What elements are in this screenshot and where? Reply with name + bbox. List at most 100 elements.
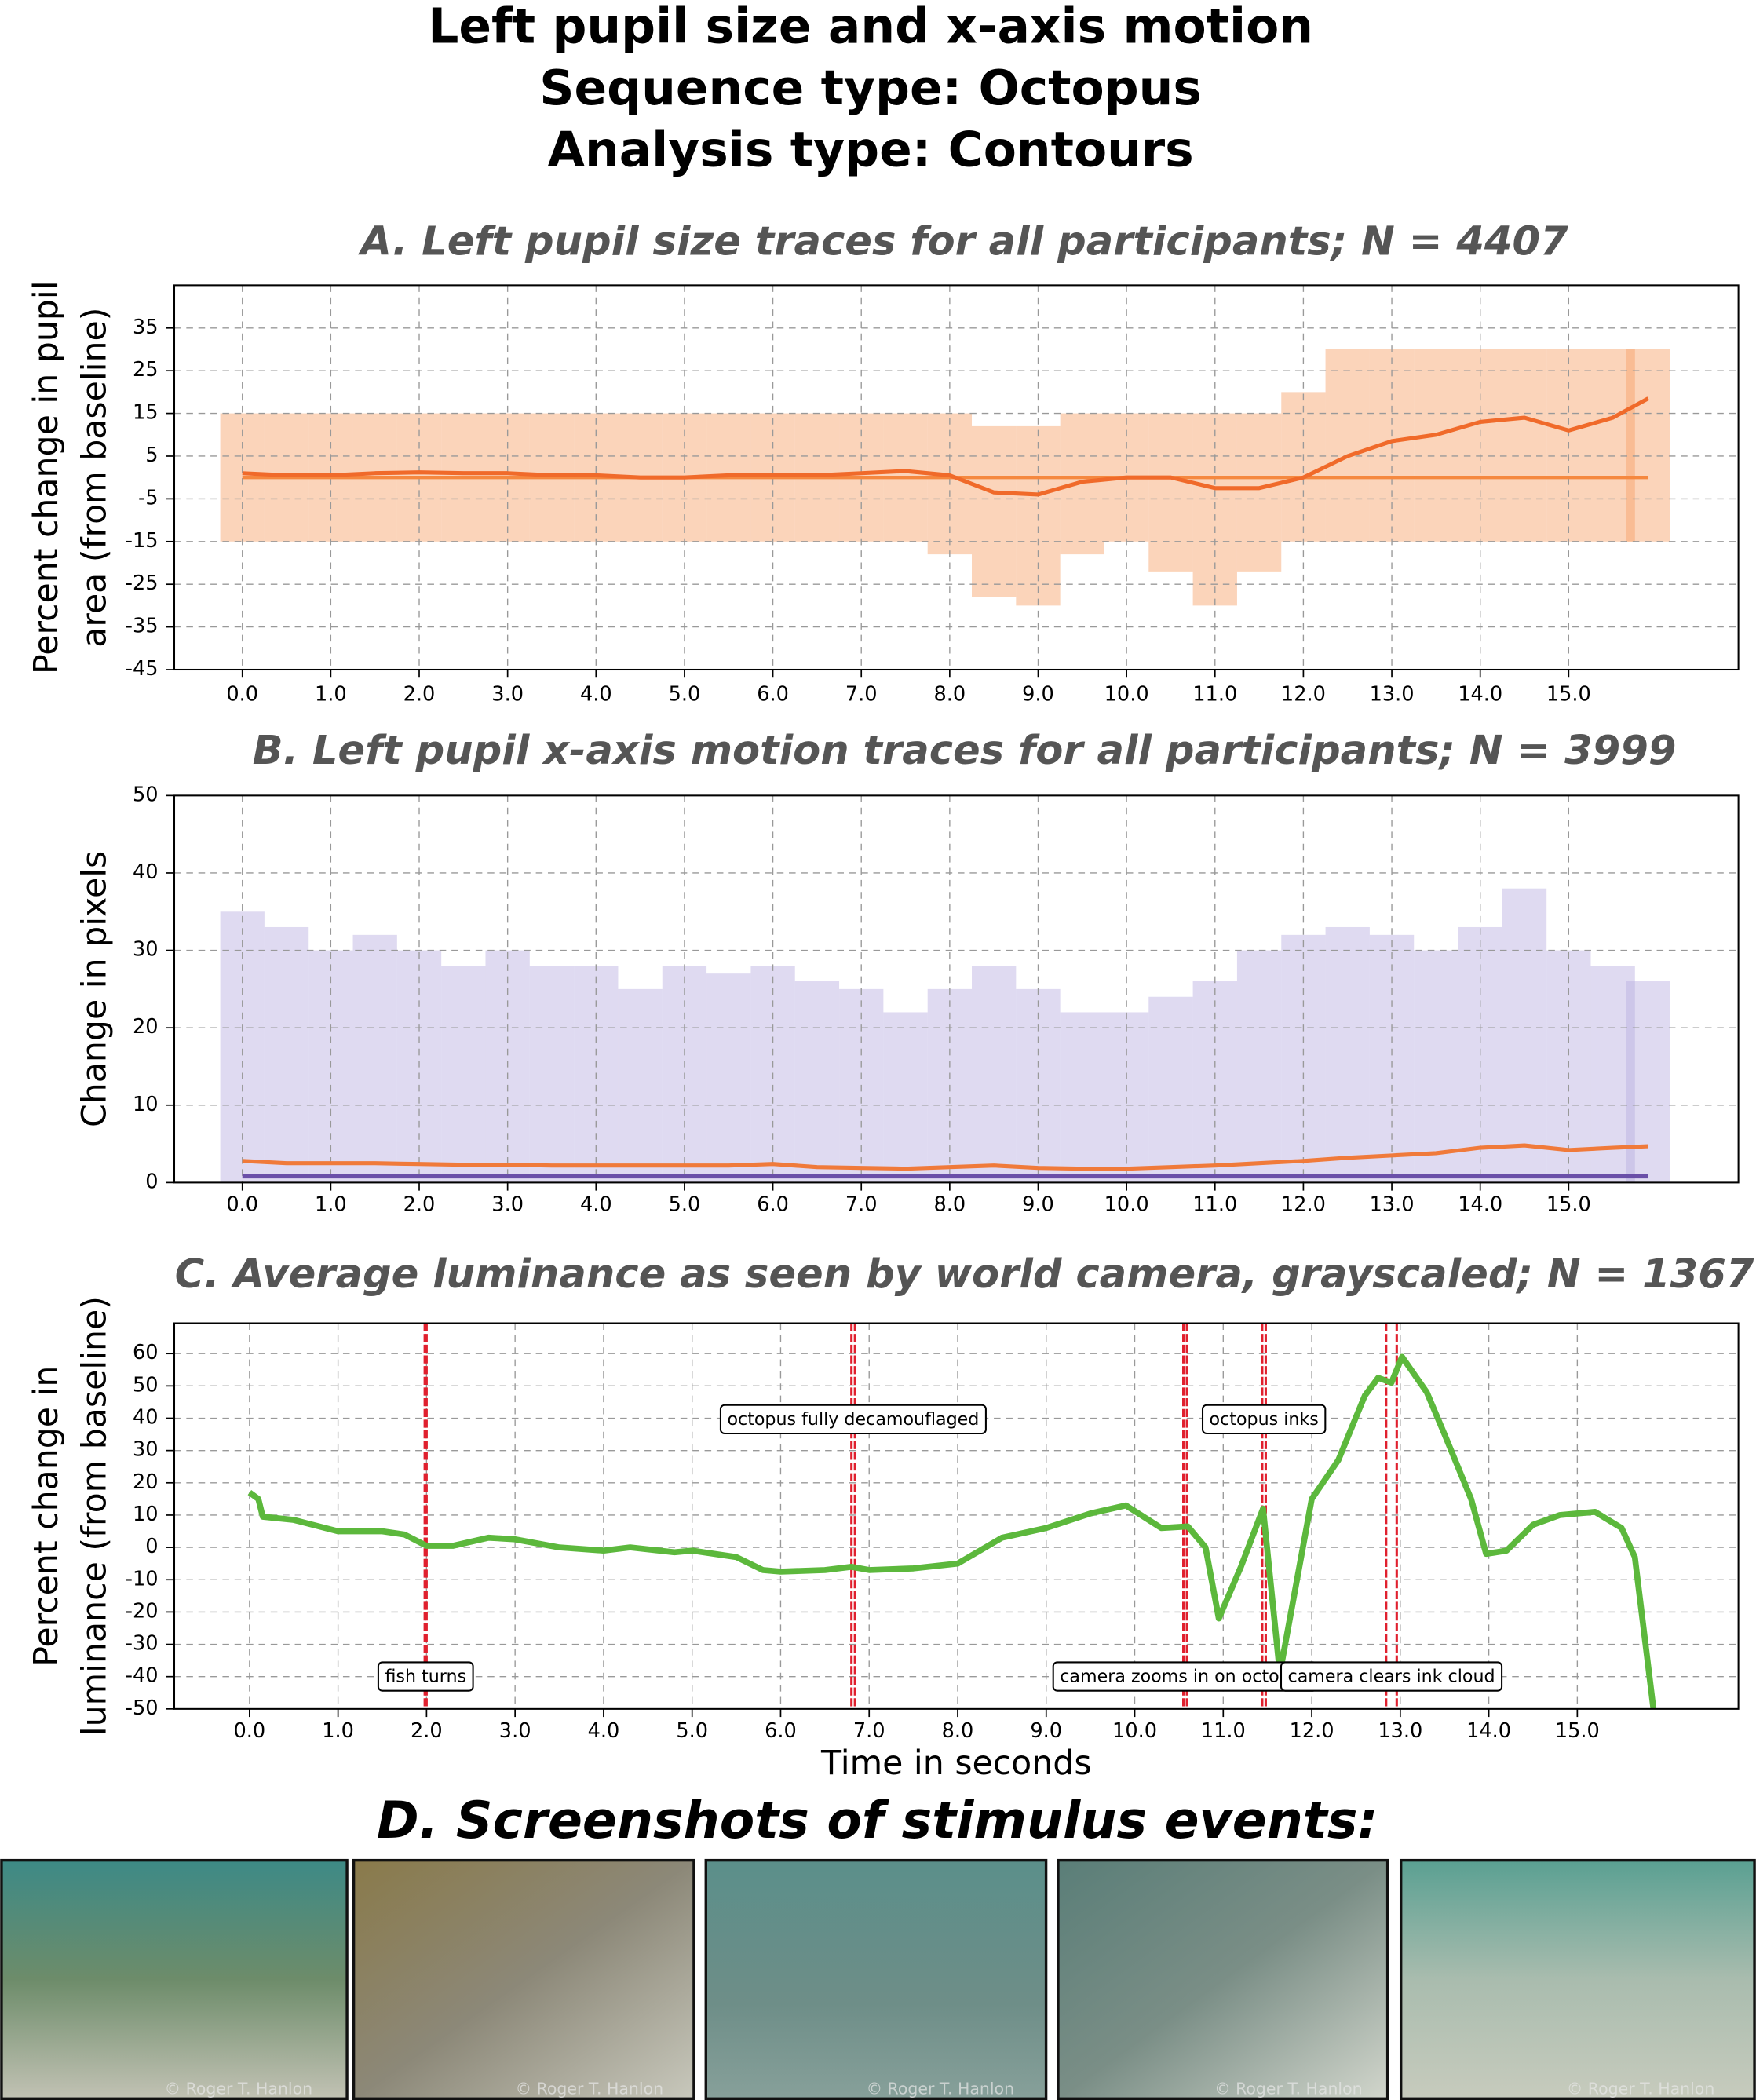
- data-line: [247, 1353, 1657, 1709]
- annotation: fish turns: [385, 1667, 466, 1687]
- data-line: [242, 396, 1649, 497]
- watermark: © Roger T. Hanlon: [1567, 2079, 1714, 2098]
- x-tick-label: 14.0: [1458, 682, 1502, 706]
- main-title: Sequence type: Octopus: [539, 60, 1202, 116]
- y-tick-label: 0: [145, 1535, 158, 1558]
- spread-band: [1236, 413, 1282, 572]
- x-tick-label: 12.0: [1281, 682, 1326, 706]
- spread-band: [352, 934, 397, 1183]
- x-tick-label: 4.0: [588, 1719, 620, 1743]
- y-tick-label: 40: [133, 1406, 159, 1430]
- spread-band: [618, 988, 663, 1183]
- screenshot: [704, 1858, 1048, 2100]
- x-tick-label: 5.0: [676, 1719, 708, 1743]
- chart-title: C. Average luminance as seen by world ca…: [175, 1251, 1754, 1298]
- spread-band: [1148, 413, 1193, 572]
- x-tick-label: 3.0: [499, 1719, 531, 1743]
- x-tick-label: 10.0: [1104, 682, 1149, 706]
- spread-band: [1325, 926, 1370, 1183]
- x-tick-label: 6.0: [757, 1192, 789, 1216]
- x-tick-label: 1.0: [315, 682, 347, 706]
- y-tick-label: 50: [133, 1373, 159, 1397]
- axes-frame: [173, 1322, 1740, 1710]
- x-tick-label: 9.0: [1022, 682, 1054, 706]
- y-tick-label: 10: [133, 1503, 159, 1526]
- x-tick-label: 2.0: [403, 1192, 436, 1216]
- y-axis-label: Change in pixels: [75, 851, 115, 1127]
- spread-band: [972, 425, 1017, 597]
- y-tick-label: 15: [133, 401, 159, 425]
- x-tick-label: 6.0: [757, 682, 789, 706]
- x-tick-label: 10.0: [1112, 1719, 1157, 1743]
- y-tick-label: 20: [133, 1015, 159, 1039]
- y-tick-label: -5: [138, 486, 159, 509]
- spread-band: [1502, 349, 1547, 542]
- y-tick-label: 30: [133, 938, 159, 962]
- spread-band: [1502, 888, 1547, 1183]
- y-tick-label: 30: [133, 1438, 159, 1462]
- y-tick-label: -50: [126, 1696, 159, 1720]
- x-tick-label: 8.0: [934, 1192, 966, 1216]
- y-axis-label: luminance (from baseline): [75, 1296, 115, 1736]
- annotation: octopus inks: [1210, 1409, 1319, 1430]
- x-tick-label: 8.0: [942, 1719, 974, 1743]
- spread-band: [1414, 950, 1458, 1183]
- x-tick-label: 15.0: [1546, 682, 1591, 706]
- screenshot: [1057, 1858, 1389, 2100]
- y-tick-label: -10: [126, 1567, 159, 1591]
- x-axis-label: Time in seconds: [820, 1744, 1092, 1783]
- y-tick-label: -40: [126, 1664, 159, 1688]
- x-tick-label: 3.0: [491, 682, 524, 706]
- chart-title: A. Left pupil size traces for all partic…: [357, 218, 1568, 265]
- y-tick-label: -25: [126, 572, 159, 595]
- plot-area: [173, 1323, 1739, 1709]
- section-title: D. Screenshots of stimulus events:: [377, 1791, 1378, 1850]
- y-tick-label: -45: [126, 657, 159, 681]
- x-tick-label: 15.0: [1546, 1192, 1591, 1216]
- annotation: camera clears ink cloud: [1288, 1667, 1495, 1687]
- spread-band: [972, 966, 1017, 1183]
- y-tick-label: 60: [133, 1341, 159, 1364]
- watermark: © Roger T. Hanlon: [165, 2079, 313, 2098]
- spread-band: [883, 1012, 928, 1183]
- annotation: camera zooms in on octopus: [1060, 1667, 1310, 1687]
- x-tick-label: 2.0: [403, 682, 436, 706]
- x-tick-label: 11.0: [1201, 1719, 1246, 1743]
- y-tick-label: 10: [133, 1093, 159, 1116]
- x-tick-label: 15.0: [1555, 1719, 1600, 1743]
- y-tick-label: -35: [126, 615, 159, 638]
- annotation: octopus fully decamouflaged: [727, 1409, 979, 1430]
- x-tick-label: 11.0: [1192, 682, 1237, 706]
- axes-frame: [173, 794, 1740, 1184]
- spread-band: [1590, 349, 1635, 542]
- plot-area: [173, 285, 1739, 670]
- y-tick-label: -30: [126, 1632, 159, 1656]
- watermark: © Roger T. Hanlon: [867, 2079, 1015, 2098]
- y-tick-label: 40: [133, 860, 159, 884]
- x-tick-label: 7.0: [845, 1192, 878, 1216]
- spread-band: [529, 966, 575, 1183]
- x-tick-label: 2.0: [411, 1719, 443, 1743]
- spread-band: [1281, 934, 1326, 1183]
- x-tick-label: 7.0: [853, 1719, 885, 1743]
- x-tick-label: 3.0: [491, 1192, 524, 1216]
- x-tick-label: 9.0: [1030, 1719, 1062, 1743]
- x-tick-label: 5.0: [669, 1192, 701, 1216]
- annotation-box: [377, 1661, 474, 1692]
- y-axis-label: Percent change in: [27, 1366, 66, 1667]
- x-tick-label: 0.0: [226, 682, 258, 706]
- spread-band: [1626, 349, 1670, 542]
- y-tick-label: 20: [133, 1470, 159, 1494]
- y-axis-label: area (from baseline): [75, 308, 115, 648]
- y-tick-label: 50: [133, 783, 159, 806]
- spread-band: [1626, 981, 1670, 1183]
- x-tick-label: 11.0: [1192, 1192, 1237, 1216]
- x-tick-label: 14.0: [1466, 1719, 1511, 1743]
- annotation-box: [1280, 1661, 1503, 1692]
- watermark: © Roger T. Hanlon: [1214, 2079, 1363, 2098]
- watermark: © Roger T. Hanlon: [516, 2079, 663, 2098]
- x-tick-label: 8.0: [934, 682, 966, 706]
- main-title: Left pupil size and x-axis motion: [428, 0, 1313, 55]
- screenshot: [1399, 1858, 1756, 2100]
